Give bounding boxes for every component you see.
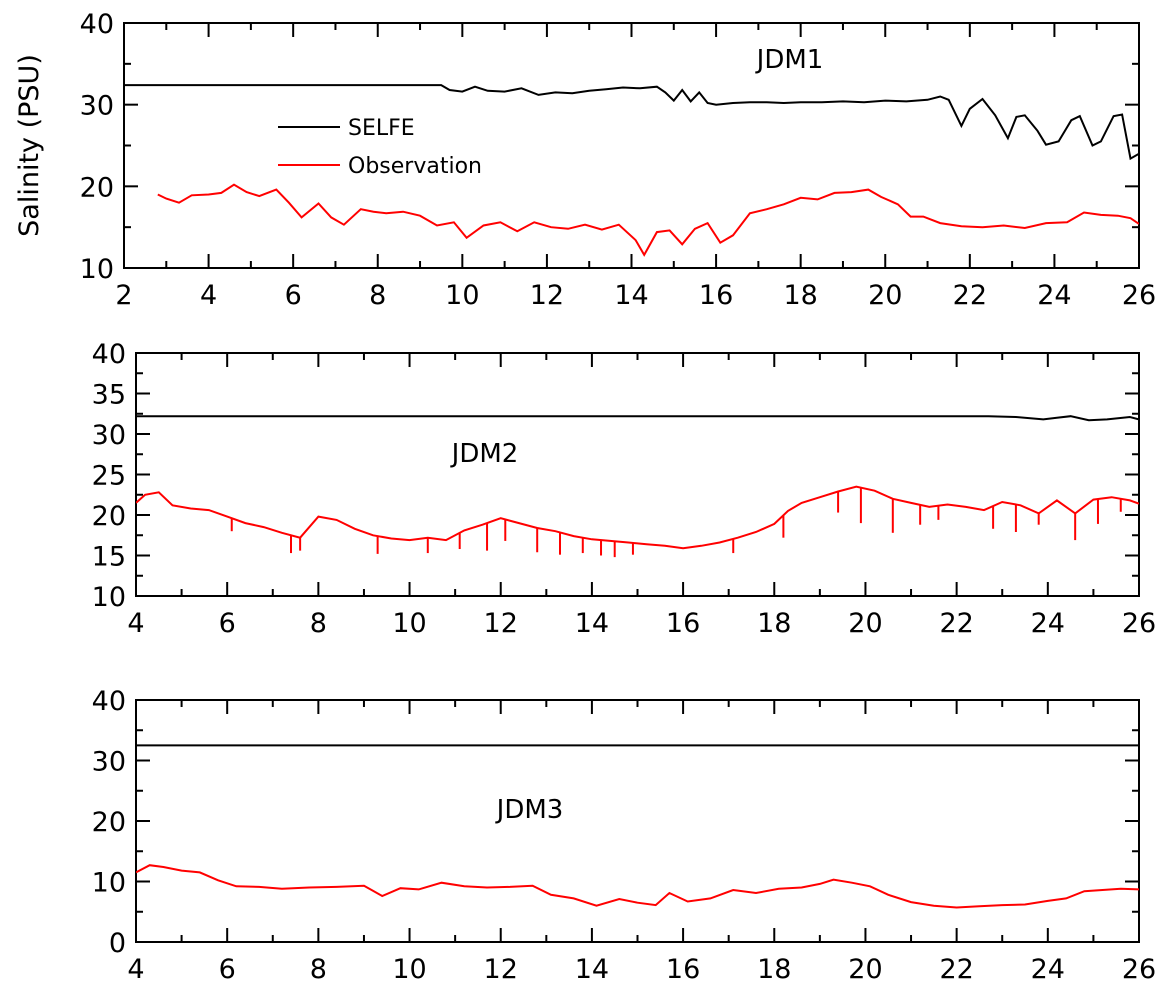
x-tick-label: 26	[1122, 608, 1156, 639]
x-tick-label: 8	[310, 608, 327, 639]
x-tick-label: 10	[445, 280, 479, 311]
x-tick-label: 16	[666, 608, 700, 639]
x-tick-label: 14	[575, 608, 609, 639]
x-tick-label: 12	[484, 954, 518, 985]
x-tick-label: 22	[939, 954, 973, 985]
plot-frame	[123, 22, 1140, 269]
y-tick-label: 15	[92, 542, 126, 573]
y-tick-label: 30	[92, 747, 126, 778]
chart-panel-3: 4 6 8 10 12 14 16 18 20 22 24 26 0 10 20 30 40 JDM3	[92, 686, 1157, 985]
series-line-observation	[157, 183, 1139, 257]
x-tick-label: 24	[1031, 954, 1065, 985]
x-tick-label: 8	[369, 280, 386, 311]
y-tick-label: 40	[80, 9, 114, 40]
legend: SELFE Observation	[278, 116, 482, 179]
x-tick-label: 20	[868, 280, 902, 311]
x-tick-label: 6	[219, 608, 236, 639]
x-tick-label: 18	[757, 608, 791, 639]
series-line-observation	[136, 485, 1139, 550]
x-tick-label: 14	[575, 954, 609, 985]
x-tick-label: 14	[614, 280, 648, 311]
x-tick-label: 18	[757, 954, 791, 985]
panel-title: JDM1	[755, 45, 824, 75]
y-tick-label: 30	[92, 420, 126, 451]
y-tick-label: 20	[80, 172, 114, 203]
x-tick-label: 26	[1122, 954, 1156, 985]
y-tick-label: 35	[92, 380, 126, 411]
x-tick-label: 10	[392, 608, 426, 639]
y-tick-label: 25	[92, 461, 126, 492]
x-tick-label: 22	[953, 280, 987, 311]
x-tick-label: 26	[1122, 280, 1156, 311]
y-tick-label: 20	[92, 807, 126, 838]
y-tick-label: 10	[92, 868, 126, 899]
series-line-selfe	[124, 84, 1139, 161]
chart-panel-1: 2 4 6 8 10 12 14 16 18 20 22 24 2610203040JDM1Salini…	[14, 9, 1156, 311]
x-tick-label: 8	[310, 954, 327, 985]
x-tick-label: 2	[115, 280, 132, 311]
y-tick-label: 20	[92, 501, 126, 532]
x-tick-label: 24	[1037, 280, 1071, 311]
y-tick-label: 30	[80, 91, 114, 122]
series-line-selfe	[136, 415, 1139, 422]
plot-frame	[135, 352, 1140, 597]
y-axis-label: Salinity (PSU)	[14, 54, 45, 237]
x-tick-label: 12	[484, 608, 518, 639]
legend-label: Observation	[348, 154, 482, 179]
y-tick-label: 10	[92, 582, 126, 613]
x-tick-label: 4	[127, 608, 144, 639]
x-tick-label: 10	[392, 954, 426, 985]
x-tick-label: 24	[1031, 608, 1065, 639]
chart-panel-2: 4 6 8 10 12 14 16 18 20 22 24 26 10 15 20 25 30 35 40 JDM2	[92, 339, 1157, 639]
x-tick-label: 22	[939, 608, 973, 639]
series-line-observation	[136, 864, 1139, 909]
x-tick-label: 4	[200, 280, 217, 311]
panel-title: JDM2	[450, 439, 519, 469]
y-tick-label: 10	[80, 254, 114, 285]
y-tick-label: 40	[92, 686, 126, 717]
x-tick-label: 6	[219, 954, 236, 985]
x-tick-label: 4	[127, 954, 144, 985]
y-tick-label: 40	[92, 339, 126, 370]
panel-title: JDM3	[495, 795, 564, 825]
legend-label: SELFE	[348, 116, 415, 141]
x-tick-label: 6	[285, 280, 302, 311]
x-tick-label: 16	[699, 280, 733, 311]
x-tick-label: 20	[848, 954, 882, 985]
y-tick-label: 0	[109, 928, 126, 959]
x-tick-label: 16	[666, 954, 700, 985]
x-tick-label: 12	[530, 280, 564, 311]
x-tick-label: 18	[783, 280, 817, 311]
x-tick-label: 20	[848, 608, 882, 639]
